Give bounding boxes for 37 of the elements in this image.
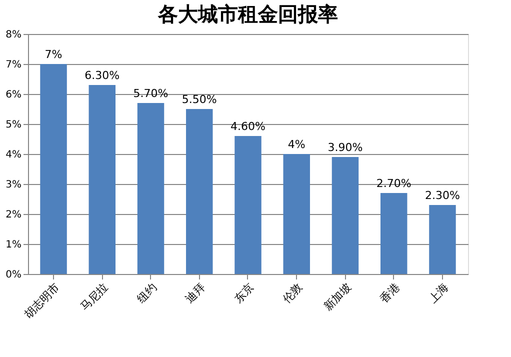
x-tick-label: 迪拜 bbox=[183, 280, 208, 306]
bar bbox=[186, 109, 213, 274]
y-tick-label: 3% bbox=[6, 180, 22, 190]
bar bbox=[283, 154, 310, 274]
y-tick-label: 6% bbox=[6, 90, 22, 100]
x-tick-label: 伦敦 bbox=[280, 280, 306, 306]
bar bbox=[137, 103, 164, 274]
x-tick-label: 香港 bbox=[378, 280, 402, 306]
y-tick-label: 5% bbox=[6, 120, 22, 130]
bar bbox=[429, 205, 456, 274]
data-label: 6.30% bbox=[84, 69, 120, 82]
data-label: 2.70% bbox=[376, 177, 412, 190]
y-tick-label: 8% bbox=[6, 30, 22, 40]
x-tick-label: 东京 bbox=[232, 280, 256, 306]
chart-title: 各大城市租金回报率 bbox=[157, 2, 338, 26]
data-label: 4% bbox=[288, 138, 306, 151]
y-tick-label: 4% bbox=[6, 150, 22, 160]
data-label: 5.50% bbox=[182, 93, 217, 106]
y-tick-label: 1% bbox=[6, 240, 22, 250]
data-label: 4.60% bbox=[230, 120, 266, 133]
data-label: 5.70% bbox=[133, 87, 168, 100]
data-label: 3.90% bbox=[328, 141, 363, 154]
bar bbox=[332, 157, 359, 274]
x-tick-label: 新加坡 bbox=[321, 280, 354, 314]
y-tick-label: 0% bbox=[6, 270, 22, 280]
data-label: 7% bbox=[44, 48, 62, 61]
x-tick-label: 上海 bbox=[426, 280, 451, 306]
bar bbox=[380, 193, 408, 274]
bar bbox=[88, 85, 116, 274]
y-tick-label: 7% bbox=[6, 60, 22, 70]
x-tick-label: 纽约 bbox=[134, 280, 160, 306]
bar bbox=[234, 136, 262, 274]
bar bbox=[40, 64, 67, 274]
y-tick-label: 2% bbox=[6, 210, 22, 220]
x-tick-label: 胡志明市 bbox=[22, 280, 62, 322]
data-label: 2.30% bbox=[425, 189, 460, 202]
x-tick-label: 马尼拉 bbox=[78, 280, 111, 314]
